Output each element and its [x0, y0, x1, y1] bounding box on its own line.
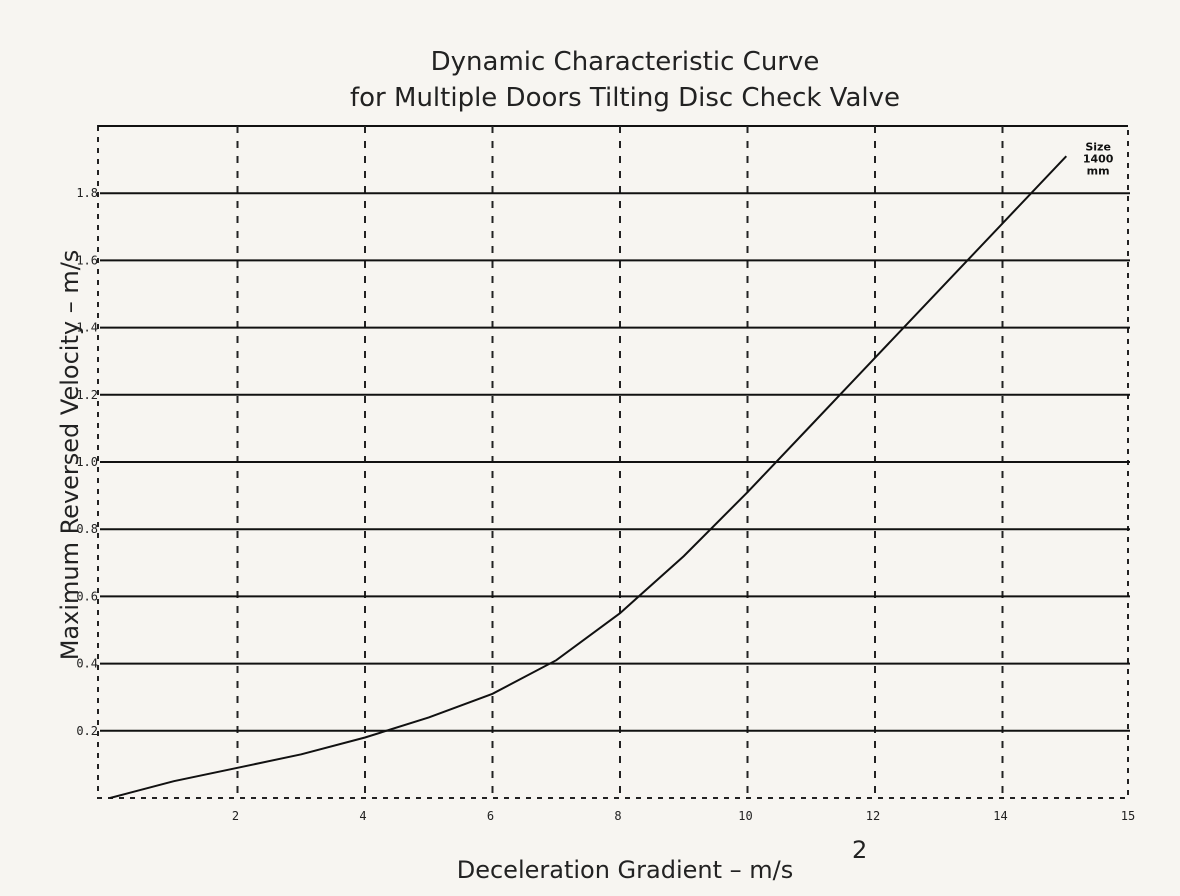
size-annotation-line: 1400: [1083, 152, 1114, 165]
x-tick-label: 8: [614, 809, 621, 823]
annotations: Size 1400 mm: [1083, 140, 1114, 177]
y-tick-label: 0.6: [76, 589, 98, 603]
size-annotation-line: mm: [1087, 164, 1110, 177]
y-tick-label: 0.2: [76, 724, 98, 738]
x-tick-label: 14: [993, 809, 1007, 823]
x-tick-label: 2: [232, 809, 239, 823]
y-tick-label: 1.0: [76, 455, 98, 469]
y-tick-label: 0.8: [76, 522, 98, 536]
series-group: [109, 155, 1068, 799]
x-tick-labels: 2 4 6 8 10 12 14 15: [232, 809, 1135, 823]
size-annotation-line: Size: [1085, 140, 1111, 153]
y-tick-label: 1.2: [76, 388, 98, 402]
y-tick-labels: 0.2 0.4 0.6 0.8 1.0 1.2 1.4 1.6 1.8: [76, 186, 98, 738]
x-axis-label: Deceleration Gradient – m/s: [457, 856, 794, 884]
x-tick-label: 4: [359, 809, 366, 823]
y-tick-label: 1.8: [76, 186, 98, 200]
y-tick-label: 1.6: [76, 253, 98, 267]
series-line: [109, 155, 1068, 799]
x-tick-label: 6: [487, 809, 494, 823]
chart-title: Dynamic Characteristic Curve: [431, 47, 820, 77]
y-tick-label: 1.4: [76, 321, 98, 335]
x-tick-label: 15: [1121, 809, 1135, 823]
chart-subtitle: for Multiple Doors Tilting Disc Check Va…: [350, 83, 900, 113]
horizontal-gridlines: [100, 192, 1130, 732]
y-axis-label: Maximum Reversed Velocity – m/s: [56, 250, 84, 661]
x-tick-label: 10: [738, 809, 752, 823]
x-axis-label-group: Deceleration Gradient – m/s 2: [457, 836, 868, 884]
x-tick-label: 12: [866, 809, 880, 823]
y-tick-label: 0.4: [76, 657, 98, 671]
x-axis-label-exponent: 2: [852, 836, 867, 864]
size-annotation: Size 1400 mm: [1083, 140, 1114, 177]
